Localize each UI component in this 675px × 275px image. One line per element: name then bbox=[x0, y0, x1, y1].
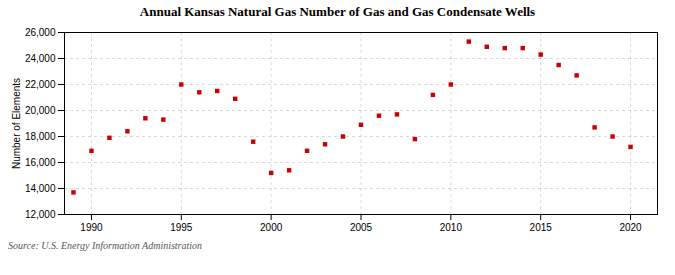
svg-text:20,000: 20,000 bbox=[25, 105, 56, 116]
svg-text:2005: 2005 bbox=[350, 222, 373, 233]
svg-text:26,000: 26,000 bbox=[25, 27, 56, 38]
svg-text:22,000: 22,000 bbox=[25, 79, 56, 90]
svg-text:2015: 2015 bbox=[530, 222, 553, 233]
html-text:Annual Kansas Natural Gas Numb: Annual Kansas Natural Gas Number of Gas … bbox=[139, 4, 536, 19]
svg-text:12,000: 12,000 bbox=[25, 209, 56, 220]
svg-text:24,000: 24,000 bbox=[25, 53, 56, 64]
svg-text:2010: 2010 bbox=[440, 222, 463, 233]
svg-text:1990: 1990 bbox=[80, 222, 103, 233]
svg-text:1995: 1995 bbox=[170, 222, 193, 233]
svg-text:2000: 2000 bbox=[260, 222, 283, 233]
svg-text:16,000: 16,000 bbox=[25, 157, 56, 168]
svg-text:2020: 2020 bbox=[619, 222, 642, 233]
svg-text:Number of Elements: Number of Elements bbox=[11, 78, 22, 169]
html-text:Source: U.S. Energy Informatio: Source: U.S. Energy Information Administ… bbox=[8, 240, 203, 251]
svg-text:18,000: 18,000 bbox=[25, 131, 56, 142]
svg-text:14,000: 14,000 bbox=[25, 183, 56, 194]
